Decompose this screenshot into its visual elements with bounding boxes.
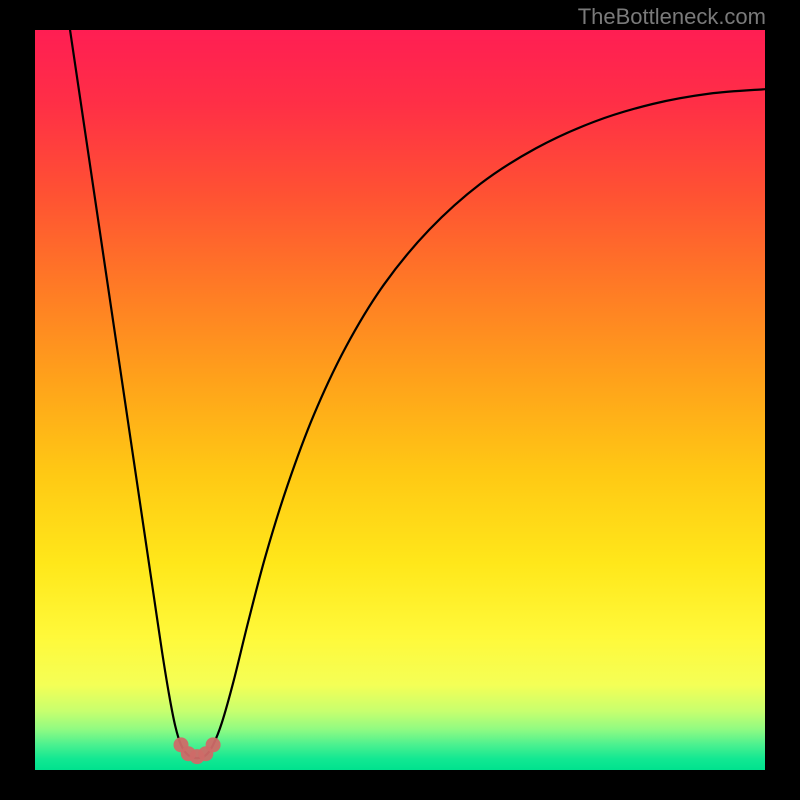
chart-background — [35, 30, 765, 770]
bottleneck-chart — [35, 30, 765, 770]
watermark-text: TheBottleneck.com — [578, 4, 766, 30]
chart-frame: TheBottleneck.com — [0, 0, 800, 800]
optimal-point-marker — [206, 737, 221, 752]
